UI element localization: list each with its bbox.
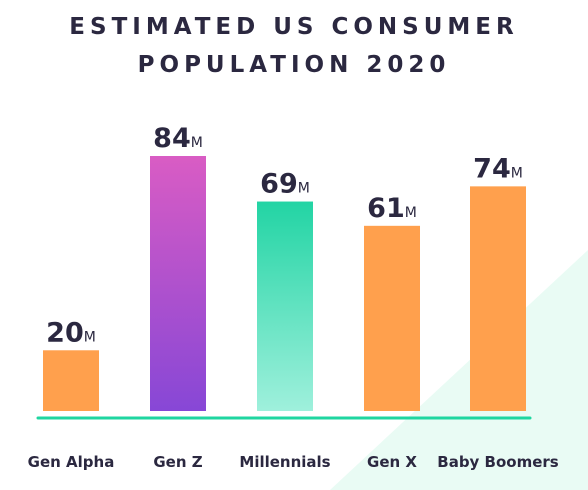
category-label: Gen X bbox=[367, 453, 417, 471]
bar-gen-alpha bbox=[43, 350, 99, 411]
category-label: Gen Alpha bbox=[28, 453, 115, 471]
value-label: 61M bbox=[367, 193, 417, 224]
bar-gen-x bbox=[364, 225, 420, 411]
value-label-number: 74 bbox=[473, 153, 511, 184]
value-label-unit: M bbox=[511, 165, 523, 181]
value-label-number: 69 bbox=[260, 169, 298, 200]
value-label-unit: M bbox=[298, 181, 310, 197]
value-label: 69M bbox=[260, 169, 310, 200]
chart-title-line-2: POPULATION 2020 bbox=[137, 52, 451, 78]
value-label: 20M bbox=[46, 317, 96, 348]
bar-gen-z bbox=[150, 156, 206, 411]
value-label-number: 84 bbox=[153, 123, 191, 154]
value-label-unit: M bbox=[191, 135, 203, 151]
chart-title-line-1: ESTIMATED US CONSUMER bbox=[69, 14, 519, 40]
value-label: 84M bbox=[153, 123, 203, 154]
value-label: 74M bbox=[473, 153, 523, 184]
category-label: Gen Z bbox=[153, 453, 202, 471]
value-label-unit: M bbox=[405, 205, 417, 221]
value-label-number: 20 bbox=[46, 317, 84, 348]
category-label: Millennials bbox=[239, 453, 330, 471]
category-label: Baby Boomers bbox=[437, 453, 559, 471]
value-label-number: 61 bbox=[367, 193, 405, 224]
value-label-unit: M bbox=[84, 329, 96, 345]
bar-baby-boomers bbox=[470, 186, 526, 411]
bar-millennials bbox=[257, 201, 313, 411]
